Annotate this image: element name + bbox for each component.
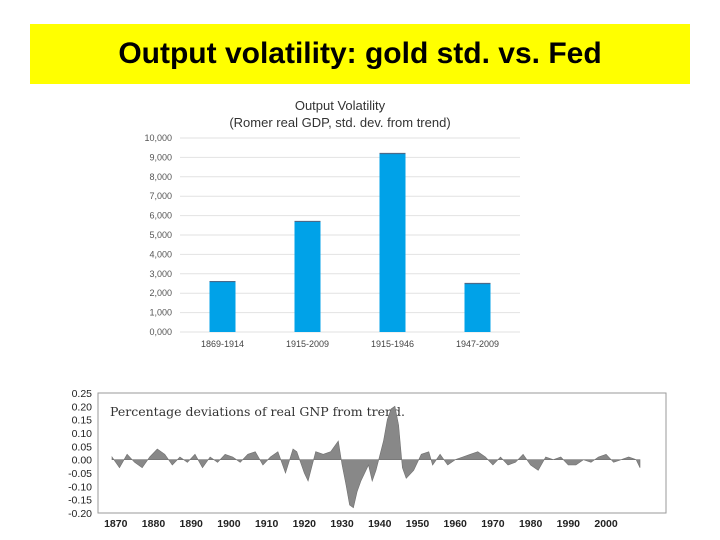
gnp-x-tick-label: 1980 bbox=[519, 518, 543, 530]
gnp-x-tick-label: 1900 bbox=[217, 518, 241, 530]
gnp-y-tick-label: 0.05 bbox=[72, 441, 93, 453]
gnp-x-tick-label: 1920 bbox=[293, 518, 317, 530]
bar-y-tick-label: 7,000 bbox=[149, 191, 172, 201]
bar-category-label: 1869-1914 bbox=[201, 339, 244, 349]
bar-y-tick-label: 1,000 bbox=[149, 308, 172, 318]
bar-y-tick-label: 5,000 bbox=[149, 230, 172, 240]
slide-title-band: Output volatility: gold std. vs. Fed bbox=[30, 24, 690, 84]
bar-y-tick-label: 2,000 bbox=[149, 288, 172, 298]
bar-1947-2009 bbox=[464, 283, 491, 332]
gnp-y-tick-label: -0.15 bbox=[68, 495, 92, 507]
gnp-x-tick-label: 1950 bbox=[406, 518, 430, 530]
bar-y-tick-label: 9,000 bbox=[149, 152, 172, 162]
gnp-y-tick-label: 0.10 bbox=[72, 428, 93, 440]
bar-1869-1914 bbox=[209, 281, 236, 332]
bar-1915-1946 bbox=[379, 153, 406, 332]
gnp-x-tick-label: 1870 bbox=[104, 518, 128, 530]
gnp-deviation-area bbox=[111, 405, 641, 509]
gnp-y-tick-label: -0.05 bbox=[68, 468, 92, 480]
gnp-x-tick-label: 1990 bbox=[557, 518, 581, 530]
gnp-x-tick-labels: 1870 1880 1890 1900 1910 1920 1930 1940 1950 1960… bbox=[104, 518, 618, 530]
bar-chart-title: Output Volatility bbox=[295, 98, 386, 113]
bar-y-tick-label: 10,000 bbox=[144, 133, 172, 143]
gnp-y-tick-label: 0.00 bbox=[72, 455, 93, 467]
bar-category-label: 1947-2009 bbox=[456, 339, 499, 349]
gnp-y-tick-label: 0.15 bbox=[72, 415, 93, 427]
gnp-x-tick-label: 1910 bbox=[255, 518, 279, 530]
gnp-y-tick-label: -0.10 bbox=[68, 481, 92, 493]
bar-y-tick-label: 6,000 bbox=[149, 211, 172, 221]
gnp-x-tick-label: 2000 bbox=[594, 518, 618, 530]
gnp-y-tick-label: -0.20 bbox=[68, 508, 92, 520]
gnp-x-tick-label: 1940 bbox=[368, 518, 392, 530]
bar-y-tick-label: 8,000 bbox=[149, 172, 172, 182]
gnp-y-tick-label: 0.25 bbox=[72, 388, 93, 400]
gnp-x-tick-label: 1880 bbox=[142, 518, 166, 530]
gnp-x-tick-label: 1970 bbox=[481, 518, 505, 530]
bar-chart-subtitle: (Romer real GDP, std. dev. from trend) bbox=[229, 115, 450, 130]
slide-title: Output volatility: gold std. vs. Fed bbox=[118, 37, 602, 70]
bar-series bbox=[209, 152, 491, 332]
bar-category-label: 1915-1946 bbox=[371, 339, 414, 349]
gnp-x-tick-label: 1930 bbox=[330, 518, 354, 530]
gnp-x-tick-label: 1960 bbox=[444, 518, 468, 530]
bar-category-labels: 1869-1914 1915-2009 1915-1946 1947-2009 bbox=[201, 339, 499, 349]
bar-y-tick-label: 0,000 bbox=[149, 327, 172, 337]
gnp-y-tick-labels: 0.250.20 0.150.100.05 0.00-0.05-0.10 -0.15-… bbox=[68, 388, 92, 520]
gnp-y-tick-label: 0.20 bbox=[72, 401, 93, 413]
bar-1915-2009 bbox=[294, 221, 321, 332]
bar-y-tick-label: 4,000 bbox=[149, 249, 172, 259]
bar-y-tick-label: 3,000 bbox=[149, 269, 172, 279]
gnp-x-tick-label: 1890 bbox=[180, 518, 204, 530]
bar-category-label: 1915-2009 bbox=[286, 339, 329, 349]
gnp-chart-title: Percentage deviations of real GNP from t… bbox=[110, 404, 405, 419]
bar-gridlines bbox=[180, 137, 520, 333]
bar-y-tick-labels: 0,000 1,000 2,000 3,000 4,000 5,000 6,000 7,000… bbox=[144, 133, 172, 337]
